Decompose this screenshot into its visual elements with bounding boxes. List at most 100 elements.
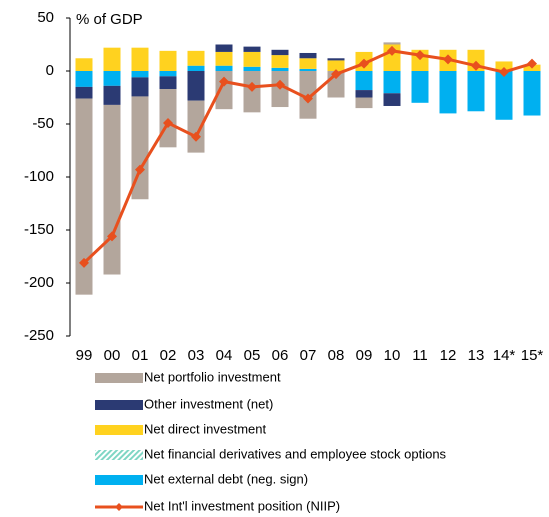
x-tick-label: 11 [412, 347, 428, 364]
niip-marker [331, 69, 341, 80]
legend-label: Net external debt (neg. sign) [144, 471, 308, 486]
x-tick-label: 06 [272, 347, 289, 364]
x-tick-label: 99 [76, 347, 93, 364]
legend-swatch [95, 400, 143, 410]
legend-swatch [95, 425, 143, 435]
bar-segment [75, 86, 93, 99]
legend-label: Net financial derivatives and employee s… [144, 446, 447, 461]
niip-marker [247, 81, 257, 92]
bar-segment [327, 60, 345, 71]
niip-marker [79, 257, 89, 268]
niip-marker [387, 45, 397, 56]
niip-marker [107, 231, 117, 242]
niip-marker [303, 93, 313, 104]
bar-segment [355, 90, 373, 98]
niip-marker [527, 58, 537, 69]
bar-segment [327, 58, 345, 61]
bar-segment [187, 100, 205, 153]
bar-segment [131, 71, 149, 78]
bar-segment [383, 71, 401, 94]
bar-segment [439, 71, 457, 114]
y-tick-label: -250 [24, 327, 54, 344]
bar-segment [187, 71, 205, 101]
bar-segment [271, 49, 289, 56]
bar-segment [383, 93, 401, 106]
niip-marker [163, 117, 173, 128]
bar-segment [215, 51, 233, 66]
legend-swatch [95, 373, 143, 383]
y-tick-label: -200 [24, 274, 54, 291]
x-tick-label: 03 [188, 347, 205, 364]
bar-segment [159, 71, 177, 77]
x-tick-label: 07 [300, 347, 317, 364]
bar-segment [131, 96, 149, 200]
bar-segment [103, 85, 121, 105]
y-tick-label: -50 [32, 115, 54, 132]
bar-segment [215, 44, 233, 52]
x-tick-label: 09 [356, 347, 373, 364]
niip-marker [471, 60, 481, 71]
bar-segment [355, 97, 373, 109]
x-tick-label: 01 [132, 347, 149, 364]
bar-segment [215, 71, 233, 110]
bar-segment [355, 71, 373, 91]
y-tick-label: 50 [37, 9, 54, 26]
legend-label: Net Int'l investment position (NIIP) [144, 498, 340, 513]
x-tick-label: 13 [468, 347, 485, 364]
niip-marker [135, 164, 145, 175]
bar-segment [383, 42, 401, 45]
bar-segment [467, 71, 485, 112]
legend-swatch [115, 503, 123, 511]
x-tick-label: 05 [244, 347, 261, 364]
bar-segment [523, 71, 541, 116]
bar-segment [243, 66, 261, 71]
bar-segment [159, 50, 177, 71]
bar-segment [75, 58, 93, 71]
x-tick-label: 15* [521, 347, 544, 364]
bar-segment [103, 104, 121, 275]
bar-segment [75, 98, 93, 295]
y-tick-label: -100 [24, 168, 54, 185]
x-tick-label: 00 [104, 347, 121, 364]
legend-swatch [95, 475, 143, 485]
x-tick-label: 08 [328, 347, 345, 364]
bar-segment [103, 47, 121, 71]
legend-label: Net portfolio investment [144, 369, 281, 384]
x-tick-label: 10 [384, 347, 401, 364]
y-tick-label: 0 [46, 62, 54, 79]
bar-segment [103, 71, 121, 86]
bar-segment [243, 51, 261, 67]
x-tick-label: 12 [440, 347, 457, 364]
y-tick-label: -150 [24, 221, 54, 238]
bar-segment [75, 71, 93, 87]
bar-segment [131, 47, 149, 71]
legend-label: Other investment (net) [144, 396, 273, 411]
x-tick-label: 02 [160, 347, 177, 364]
bar-segment [243, 46, 261, 52]
bar-segment [187, 50, 205, 66]
niip-marker [359, 58, 369, 69]
niip-marker [415, 50, 425, 61]
niip-marker [443, 54, 453, 65]
niip-marker [191, 131, 201, 142]
bar-segment [215, 65, 233, 71]
x-tick-label: 14* [493, 347, 516, 364]
bar-segment [495, 71, 513, 120]
bar-segment [159, 76, 177, 90]
bar-segment [131, 77, 149, 97]
x-tick-label: 04 [216, 347, 233, 364]
bar-segment [187, 65, 205, 71]
bar-segment [299, 52, 317, 59]
bar-segment [299, 58, 317, 69]
bar-segment [271, 55, 289, 68]
bar-segment [411, 71, 429, 103]
niip-marker [275, 79, 285, 90]
legend-label: Net direct investment [144, 421, 266, 436]
chart-title: % of GDP [76, 11, 143, 28]
bar-segment [271, 67, 289, 71]
legend-swatch [95, 450, 143, 460]
bar-segment [495, 61, 513, 71]
niip-marker [499, 67, 509, 78]
niip-marker [219, 76, 229, 87]
